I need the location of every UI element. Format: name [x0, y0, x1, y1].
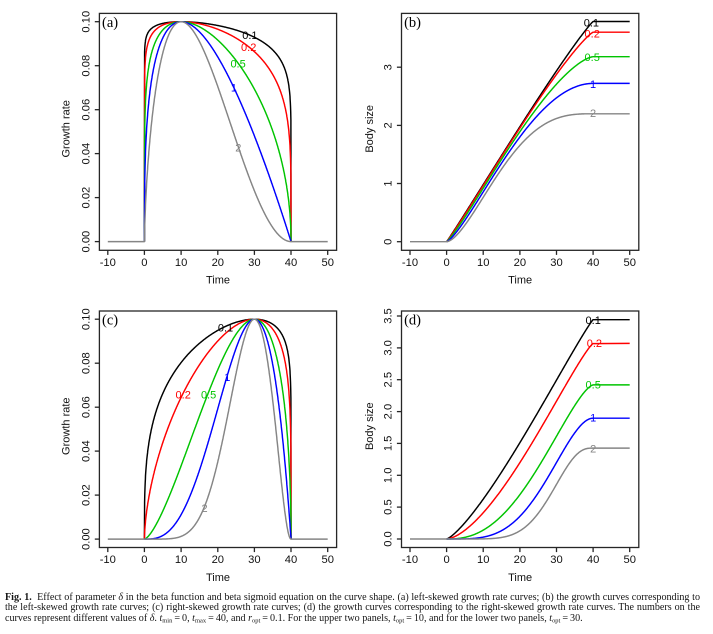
svg-text:0.00: 0.00: [80, 231, 92, 253]
svg-text:50: 50: [321, 554, 333, 566]
svg-text:-10: -10: [100, 554, 116, 566]
svg-text:0.04: 0.04: [80, 143, 92, 165]
svg-text:10: 10: [175, 554, 187, 566]
svg-text:0.2: 0.2: [587, 338, 602, 350]
svg-text:10: 10: [175, 257, 187, 269]
svg-text:1: 1: [224, 372, 230, 384]
svg-text:3: 3: [383, 64, 395, 70]
svg-text:0.5: 0.5: [585, 52, 600, 64]
svg-text:0: 0: [443, 554, 449, 566]
svg-text:20: 20: [212, 554, 224, 566]
svg-text:0.2: 0.2: [176, 390, 191, 402]
svg-text:0.5: 0.5: [230, 59, 245, 71]
svg-text:10: 10: [477, 554, 489, 566]
svg-text:0.06: 0.06: [80, 396, 92, 418]
svg-text:1: 1: [383, 180, 395, 186]
svg-text:50: 50: [623, 257, 635, 269]
svg-text:0: 0: [141, 257, 147, 269]
svg-text:Time: Time: [206, 572, 230, 584]
svg-text:2.5: 2.5: [383, 372, 395, 388]
svg-text:Time: Time: [508, 275, 532, 287]
svg-text:0.1: 0.1: [218, 322, 233, 334]
svg-text:20: 20: [514, 554, 526, 566]
svg-text:(c): (c): [102, 312, 118, 328]
svg-text:2.0: 2.0: [383, 404, 395, 420]
svg-text:2: 2: [590, 108, 596, 120]
svg-text:Time: Time: [508, 572, 532, 584]
svg-text:10: 10: [477, 257, 489, 269]
svg-text:0.00: 0.00: [80, 528, 92, 550]
svg-text:(d): (d): [404, 312, 421, 328]
svg-text:0: 0: [443, 257, 449, 269]
svg-text:Body size: Body size: [364, 105, 376, 153]
svg-text:30: 30: [550, 554, 562, 566]
svg-text:1.0: 1.0: [383, 468, 395, 484]
svg-text:-10: -10: [402, 554, 418, 566]
svg-text:0.1: 0.1: [584, 17, 599, 29]
svg-text:2: 2: [383, 122, 395, 128]
svg-text:0.5: 0.5: [201, 390, 216, 402]
svg-text:0.2: 0.2: [241, 42, 256, 54]
svg-text:Growth rate: Growth rate: [60, 397, 72, 454]
svg-text:Time: Time: [206, 275, 230, 287]
svg-text:0.5: 0.5: [383, 499, 395, 515]
svg-text:0.5: 0.5: [586, 379, 601, 391]
svg-text:30: 30: [550, 257, 562, 269]
svg-text:3.5: 3.5: [383, 308, 395, 324]
svg-text:40: 40: [587, 257, 599, 269]
svg-text:2: 2: [590, 444, 596, 456]
svg-text:0.10: 0.10: [80, 11, 92, 33]
svg-text:(b): (b): [404, 15, 421, 31]
svg-text:-10: -10: [402, 257, 418, 269]
svg-text:30: 30: [248, 554, 260, 566]
svg-text:0: 0: [383, 239, 395, 245]
svg-text:3.0: 3.0: [383, 340, 395, 356]
svg-text:50: 50: [623, 554, 635, 566]
svg-text:40: 40: [587, 554, 599, 566]
svg-text:2: 2: [201, 503, 207, 515]
svg-text:0.0: 0.0: [383, 531, 395, 547]
svg-text:(a): (a): [102, 15, 118, 31]
svg-text:0: 0: [141, 554, 147, 566]
svg-text:Body size: Body size: [364, 402, 376, 450]
svg-text:0.02: 0.02: [80, 484, 92, 506]
svg-text:0.2: 0.2: [585, 28, 600, 40]
svg-text:-10: -10: [100, 257, 116, 269]
svg-text:50: 50: [321, 257, 333, 269]
svg-text:1: 1: [231, 82, 237, 94]
svg-text:20: 20: [514, 257, 526, 269]
svg-text:30: 30: [248, 257, 260, 269]
svg-text:0.08: 0.08: [80, 55, 92, 77]
svg-text:0.02: 0.02: [80, 187, 92, 209]
svg-text:Growth rate: Growth rate: [60, 100, 72, 157]
svg-text:40: 40: [285, 554, 297, 566]
svg-text:0.10: 0.10: [80, 308, 92, 330]
svg-text:1: 1: [590, 79, 596, 91]
svg-text:0.1: 0.1: [586, 315, 601, 327]
svg-text:1.5: 1.5: [383, 436, 395, 452]
svg-text:0.06: 0.06: [80, 99, 92, 121]
svg-text:40: 40: [285, 257, 297, 269]
svg-text:2: 2: [235, 143, 241, 155]
svg-text:20: 20: [212, 257, 224, 269]
svg-text:0.08: 0.08: [80, 352, 92, 374]
svg-text:0.04: 0.04: [80, 440, 92, 462]
svg-text:0.1: 0.1: [242, 30, 257, 42]
svg-text:1: 1: [590, 412, 596, 424]
